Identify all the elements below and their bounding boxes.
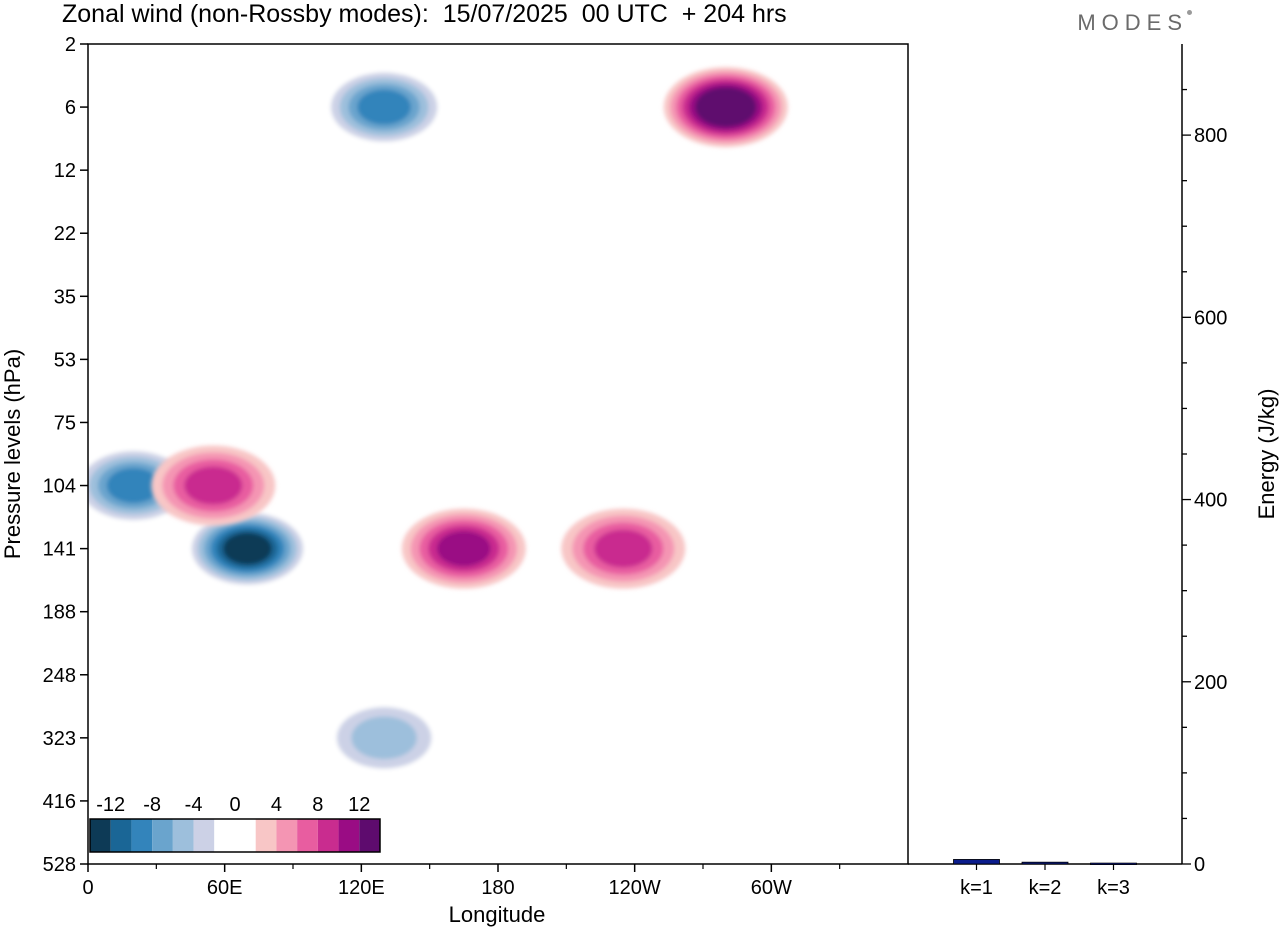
colorbar-swatch	[297, 819, 318, 852]
energy-tick-label: 0	[1194, 854, 1205, 876]
energy-category-label: k=3	[1097, 877, 1130, 899]
energy-category-label: k=2	[1029, 877, 1062, 899]
y-tick-label: 416	[43, 791, 76, 813]
x-tick-label: 180	[481, 877, 514, 899]
energy-tick-label: 400	[1194, 490, 1227, 512]
y-tick-label: 53	[54, 349, 76, 371]
colorbar-swatch	[235, 819, 256, 852]
y-tick-label: 35	[54, 286, 76, 308]
brand-logo: MODES	[1077, 10, 1188, 35]
energy-bar	[953, 859, 1000, 865]
x-tick-label: 60W	[751, 877, 792, 899]
colorbar-label: 0	[229, 794, 240, 816]
energy-bar	[1021, 861, 1069, 865]
colorbar-swatch	[359, 819, 380, 852]
heatmap-feature	[151, 445, 276, 526]
heatmap-feature	[561, 508, 686, 589]
colorbar-swatch	[193, 819, 215, 852]
colorbar-label: 4	[271, 794, 282, 816]
y-tick-label: 2	[65, 34, 76, 56]
heatmap-feature	[401, 508, 526, 589]
colorbar-frame	[89, 818, 381, 853]
y-tick-label: 323	[43, 728, 76, 750]
colorbar-swatch	[276, 819, 298, 852]
x-tick-label: 120W	[609, 877, 661, 899]
y-tick-label: 22	[54, 223, 76, 245]
colorbar-swatch	[172, 819, 194, 852]
y-tick-label: 528	[43, 854, 76, 876]
colorbar-label: -4	[185, 794, 203, 816]
colorbar-swatch	[110, 819, 132, 852]
colorbar-swatch	[152, 819, 173, 852]
x-tick-label: 0	[82, 877, 93, 899]
heatmap-field	[88, 67, 788, 778]
heatmap-feature	[322, 697, 447, 778]
brand-logo-mark	[1187, 10, 1192, 15]
colorbar-swatch	[317, 819, 339, 852]
colorbar-swatch	[255, 819, 277, 852]
colorbar-label: -8	[143, 794, 161, 816]
y-tick-label: 141	[43, 539, 76, 561]
y-tick-label: 6	[65, 97, 76, 119]
colorbar-swatch	[338, 819, 360, 852]
colorbar-label: -12	[96, 794, 125, 816]
heatmap-feature	[185, 508, 310, 589]
energy-tick-label: 200	[1194, 672, 1227, 694]
energy-bar-panel: 0 200 400 600 800 k=1 k=2 k=3	[908, 44, 1227, 899]
energy-tick-label: 600	[1194, 307, 1227, 329]
heatmap-feature	[322, 67, 447, 148]
colorbar: -12 -8 -4 0 4 8 12	[89, 794, 381, 853]
y-tick-label: 188	[43, 602, 76, 624]
y-tick-label: 12	[54, 160, 76, 182]
x-axis-title: Longitude	[449, 902, 546, 927]
heatmap-feature	[663, 67, 788, 148]
x-tick-label: 120E	[338, 877, 385, 899]
energy-axis-title: Energy (J/kg)	[1254, 389, 1279, 520]
colorbar-swatch	[90, 819, 111, 852]
y-tick-label: 248	[43, 665, 76, 687]
y-axis-title: Pressure levels (hPa)	[0, 349, 25, 559]
y-tick-label: 75	[54, 412, 76, 434]
y-tick-label: 104	[43, 476, 76, 498]
x-tick-label: 60E	[207, 877, 243, 899]
colorbar-swatch	[214, 819, 235, 852]
colorbar-label: 8	[312, 794, 323, 816]
colorbar-label: 12	[348, 794, 370, 816]
energy-tick-label: 800	[1194, 125, 1227, 147]
colorbar-swatch	[131, 819, 153, 852]
energy-category-label: k=1	[960, 877, 993, 899]
chart-title: Zonal wind (non-Rossby modes): 15/07/202…	[62, 0, 787, 28]
